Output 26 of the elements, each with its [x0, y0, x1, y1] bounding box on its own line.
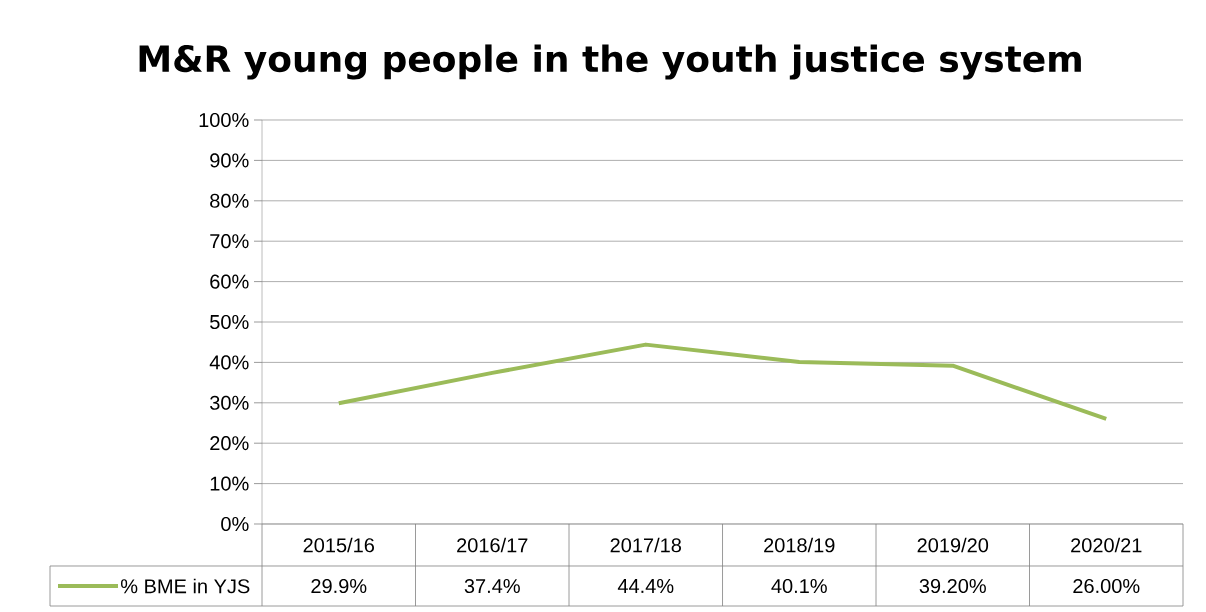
y-tick-label: 0% [221, 516, 249, 532]
y-tick-label: 60% [210, 274, 249, 289]
legend-label: % BME in YJS [120, 578, 250, 594]
y-tick-label: 40% [209, 355, 249, 370]
y-tick-label: 50% [210, 314, 249, 330]
x-tick-label: 2015/16 [303, 537, 375, 553]
chart-title: M&R young people in the youth justice system [139, 44, 1081, 80]
y-tick-label: 100% [199, 112, 249, 128]
y-tick-label: 30% [210, 395, 249, 410]
data-label: 37.4% [464, 578, 520, 594]
data-label: 26.00% [1073, 578, 1140, 594]
y-tick-label: 70% [210, 234, 249, 249]
y-tick-label: 20% [210, 436, 249, 451]
x-tick-label: 2016/17 [457, 537, 528, 553]
y-tick-label: 80% [210, 193, 249, 208]
y-tick-label: 10% [210, 476, 249, 491]
x-tick-label: 2020/21 [1071, 537, 1142, 553]
data-label: 39.20% [919, 578, 986, 594]
x-tick-label: 2017/18 [610, 537, 682, 553]
line-series [336, 342, 1109, 421]
data-label: 40.1% [771, 578, 827, 594]
data-label: 44.4% [617, 579, 674, 593]
data-label: 29.9% [311, 578, 367, 594]
y-tick-label: 90% [210, 153, 249, 168]
x-tick-label: 2018/19 [764, 537, 835, 553]
x-tick-label: 2019/20 [917, 537, 989, 553]
